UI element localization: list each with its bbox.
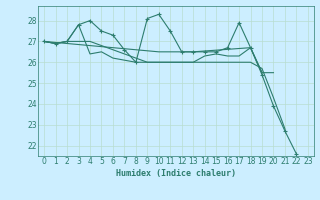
X-axis label: Humidex (Indice chaleur): Humidex (Indice chaleur) (116, 169, 236, 178)
